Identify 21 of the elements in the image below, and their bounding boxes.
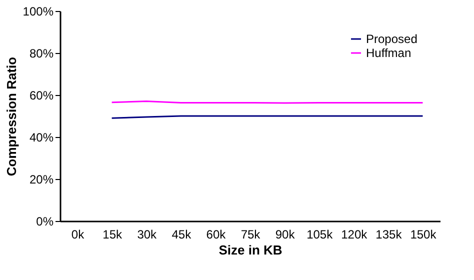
y-tick-label: 80% [29,46,54,60]
y-tick-label: 60% [29,88,54,102]
x-tick-label: 120k [341,228,368,242]
x-tick-label: 150k [410,228,438,242]
x-tick-label: 105k [306,228,334,242]
x-tick-label: 15k [102,228,123,242]
legend-label: Huffman [366,46,412,60]
legend-label: Proposed [366,32,418,46]
y-tick-label: 0% [36,214,54,228]
x-tick-label: 30k [137,228,158,242]
x-tick-label: 60k [206,228,227,242]
x-tick-label: 90k [275,228,296,242]
x-axis-title: Size in KB [218,242,282,258]
y-tick-label: 40% [29,130,54,144]
y-axis-title: Compression Ratio [4,56,19,176]
x-tick-label: 75k [240,228,262,242]
x-tick-label: 135k [376,228,403,242]
y-tick-label: 100% [22,4,54,18]
y-tick-label: 20% [29,172,54,186]
x-tick-label: 0k [71,228,86,242]
x-tick-label: 45k [172,228,192,242]
